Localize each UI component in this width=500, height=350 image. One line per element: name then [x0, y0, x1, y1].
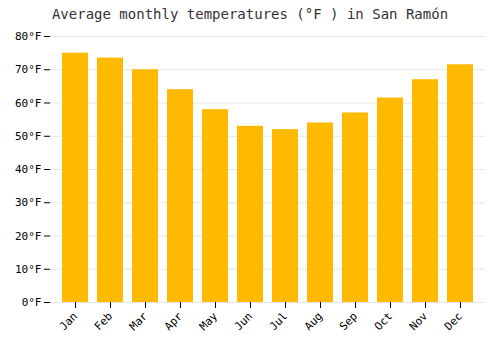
svg-text:Nov: Nov [407, 309, 431, 333]
svg-text:10°F: 10°F [15, 263, 42, 276]
svg-text:Jan: Jan [57, 310, 80, 333]
svg-text:Feb: Feb [92, 310, 115, 333]
svg-text:40°F: 40°F [15, 163, 42, 176]
svg-text:0°F: 0°F [22, 296, 42, 309]
svg-text:20°F: 20°F [15, 230, 42, 243]
svg-text:Apr: Apr [162, 309, 186, 333]
svg-text:Oct: Oct [372, 310, 395, 333]
svg-text:Aug: Aug [302, 310, 325, 333]
svg-text:80°F: 80°F [15, 30, 42, 43]
svg-text:Jun: Jun [232, 310, 255, 333]
svg-text:50°F: 50°F [15, 130, 42, 143]
svg-text:30°F: 30°F [15, 196, 42, 209]
svg-text:Jul: Jul [267, 310, 290, 333]
html-text:Average monthly temperatures (: Average monthly temperatures (°F ) in Sa… [51, 6, 449, 22]
svg-text:60°F: 60°F [15, 97, 42, 110]
svg-text:Dec: Dec [442, 310, 465, 333]
svg-text:70°F: 70°F [15, 63, 42, 76]
svg-text:Mar: Mar [127, 309, 151, 333]
svg-text:Sep: Sep [337, 310, 360, 333]
svg-text:May: May [197, 309, 221, 333]
